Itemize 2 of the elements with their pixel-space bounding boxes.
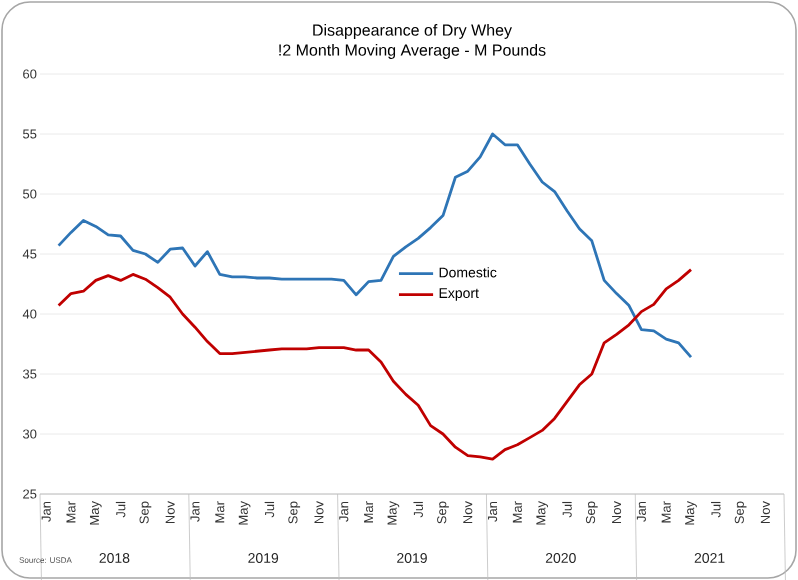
chart-title: Disappearance of Dry Whey [313,24,512,39]
chart-subtitle: !2 Month Moving Average - M Pounds [279,44,546,59]
